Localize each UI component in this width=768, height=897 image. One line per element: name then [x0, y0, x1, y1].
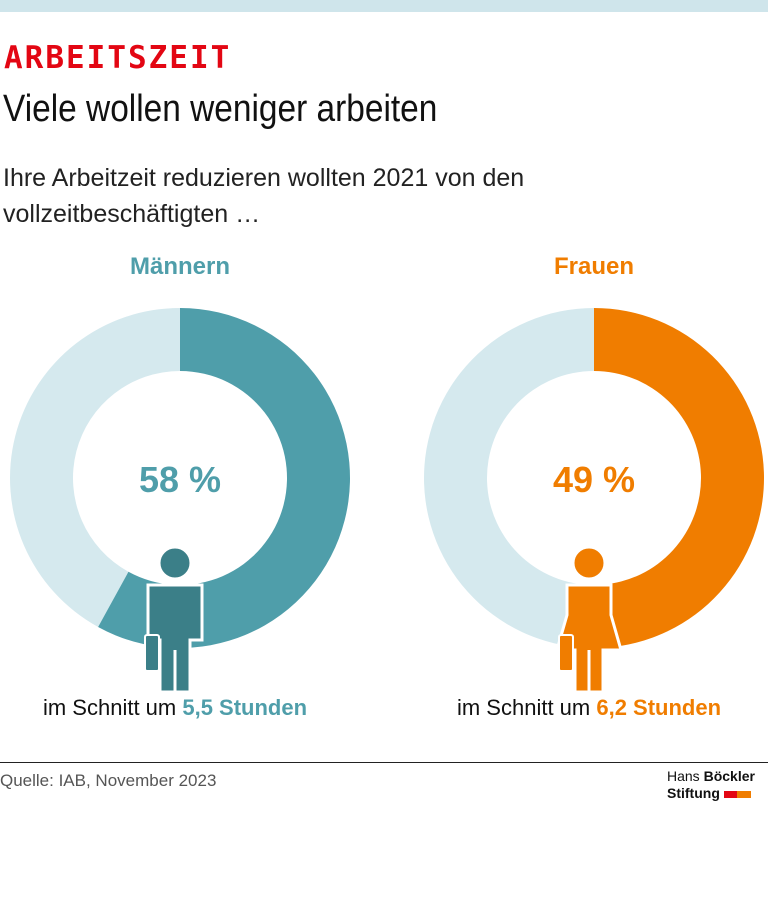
value-label: 49 % — [553, 459, 635, 500]
value-slice — [594, 308, 765, 648]
divider — [0, 762, 768, 763]
page-title: Viele wollen weniger arbeiten — [3, 88, 438, 130]
donut-charts: Männern 58 % im Schnitt um 5,5 Stunden Frau… — [10, 253, 765, 720]
top-bar — [0, 0, 768, 12]
chart-title: Frauen — [554, 253, 634, 280]
average-note: im Schnitt um 6,2 Stunden — [457, 695, 721, 720]
remainder-slice — [10, 308, 180, 627]
value-label: 58 % — [139, 459, 221, 500]
man-icon — [144, 545, 204, 694]
remainder-slice — [424, 308, 605, 648]
woman-icon — [555, 545, 623, 694]
donut-0: Männern 58 % im Schnitt um 5,5 Stunden — [10, 253, 351, 720]
value-slice — [98, 308, 351, 648]
kicker: ARBEITSZEIT — [4, 40, 232, 76]
donut-1: Frauen 49 % im Schnitt um 6,2 Stunden — [424, 253, 765, 720]
subtitle: Ihre Arbeitzeit reduzieren wollten 2021 … — [3, 164, 525, 228]
logo: Hans Böckler Stiftung — [667, 768, 755, 801]
average-note: im Schnitt um 5,5 Stunden — [43, 695, 307, 720]
source: Quelle: IAB, November 2023 — [0, 771, 217, 790]
chart-title: Männern — [130, 253, 230, 280]
